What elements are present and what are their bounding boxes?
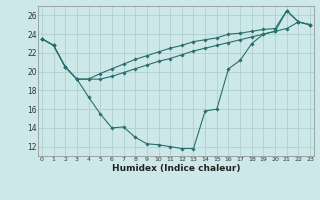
X-axis label: Humidex (Indice chaleur): Humidex (Indice chaleur) [112,164,240,173]
